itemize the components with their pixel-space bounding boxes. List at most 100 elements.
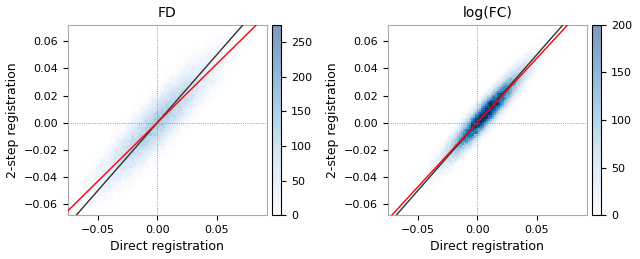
Point (123, 121, 133, 125)
Point (477, 117, 487, 121)
Point (140, 141, 150, 145)
Point (213, 68, 223, 73)
Point (138, 129, 148, 133)
Point (150, 126, 161, 130)
Point (130, 150, 140, 155)
Point (471, 120, 481, 125)
Point (477, 118, 487, 123)
Point (170, 102, 180, 106)
Point (97, 185, 107, 190)
Point (465, 126, 475, 130)
Point (198, 61, 208, 65)
Point (456, 137, 467, 141)
Point (502, 88, 512, 92)
Point (469, 111, 479, 115)
Point (437, 163, 447, 167)
Point (502, 95, 513, 99)
Point (482, 125, 492, 129)
Point (481, 100, 492, 104)
Point (146, 145, 156, 149)
Point (412, 173, 422, 177)
Point (507, 66, 517, 70)
Point (180, 97, 191, 101)
Point (464, 120, 474, 125)
Point (465, 126, 476, 130)
Point (489, 96, 499, 100)
Point (498, 93, 508, 97)
Point (469, 110, 479, 114)
Point (488, 104, 499, 108)
Point (484, 109, 494, 113)
Point (110, 166, 120, 170)
Point (118, 154, 129, 158)
Point (508, 74, 518, 78)
Point (138, 131, 148, 135)
Point (472, 120, 483, 124)
Point (462, 137, 472, 141)
Point (479, 103, 490, 107)
Point (154, 123, 164, 127)
Point (149, 132, 159, 136)
Point (466, 138, 476, 142)
Point (142, 129, 152, 133)
Point (433, 159, 443, 163)
Point (180, 100, 190, 104)
Point (109, 164, 120, 168)
Point (440, 157, 451, 162)
Point (132, 150, 142, 154)
Point (191, 86, 202, 90)
Point (120, 154, 130, 159)
Point (177, 106, 187, 110)
Point (108, 174, 118, 178)
Point (479, 93, 490, 97)
Point (147, 120, 157, 124)
Point (480, 102, 490, 106)
Point (164, 93, 174, 97)
Point (510, 64, 520, 68)
Point (132, 118, 143, 122)
Point (494, 109, 504, 113)
Point (488, 114, 498, 118)
Point (431, 156, 442, 160)
Point (205, 64, 215, 68)
Point (159, 116, 169, 120)
Point (133, 158, 143, 162)
Point (208, 84, 218, 88)
Point (431, 161, 442, 165)
Point (497, 95, 508, 99)
Point (501, 100, 511, 105)
Point (218, 40, 228, 44)
Point (524, 75, 534, 80)
Point (472, 109, 483, 113)
Point (112, 152, 122, 156)
Point (159, 101, 169, 105)
Point (467, 136, 477, 140)
Point (130, 136, 140, 140)
Point (431, 163, 442, 168)
Point (205, 73, 216, 77)
Point (145, 133, 156, 137)
Point (125, 135, 136, 139)
Point (495, 90, 506, 95)
Point (90, 183, 100, 187)
Point (481, 109, 492, 113)
Point (501, 79, 511, 83)
Point (132, 149, 143, 154)
Point (130, 149, 140, 154)
Point (475, 132, 485, 136)
Point (208, 53, 218, 57)
Point (475, 118, 485, 122)
Point (505, 85, 515, 89)
Point (476, 105, 486, 109)
Point (500, 105, 511, 109)
Point (166, 114, 177, 118)
Point (131, 151, 141, 155)
Point (189, 83, 199, 88)
Point (199, 83, 209, 87)
Point (486, 113, 497, 117)
Point (195, 92, 205, 97)
Point (440, 161, 451, 165)
Point (163, 133, 173, 138)
Point (488, 101, 498, 105)
Point (482, 113, 492, 117)
